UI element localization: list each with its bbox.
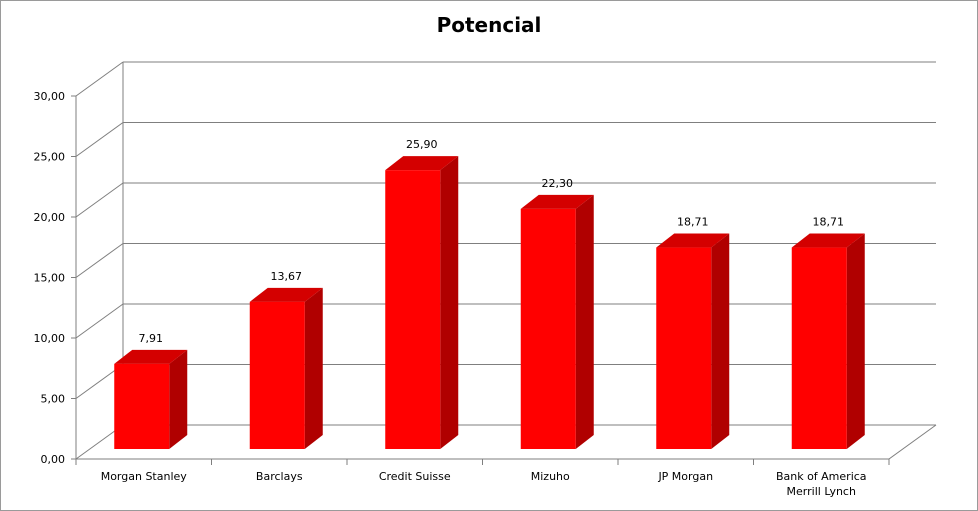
floor-right-edge [888, 424, 937, 460]
data-label: 22,30 [542, 177, 574, 190]
data-label: 18,71 [677, 216, 709, 229]
bar-top [520, 194, 594, 209]
y-tick-label: 15,00 [34, 272, 66, 285]
bar-top [249, 287, 323, 302]
bar [249, 301, 305, 449]
x-tick-label: Credit Suisse [379, 470, 451, 483]
data-label: 7,91 [139, 332, 164, 345]
y-tick-label: 25,00 [34, 151, 66, 164]
y-tick-label: 10,00 [34, 332, 66, 345]
y-tick-label: 20,00 [34, 211, 66, 224]
y-tick-label: 0,00 [41, 453, 66, 466]
data-label: 25,90 [406, 138, 438, 151]
x-tick-label: Morgan Stanley [101, 470, 188, 483]
bar-side [440, 156, 459, 450]
bar-side [575, 194, 594, 449]
y-tick-label: 5,00 [41, 393, 66, 406]
bar [656, 247, 712, 449]
bar [791, 247, 847, 449]
data-label: 13,67 [271, 270, 303, 283]
x-tick-label: JP Morgan [657, 470, 713, 483]
bar-top [114, 349, 188, 364]
bar-top [656, 233, 730, 248]
x-tick-label: Mizuho [531, 470, 570, 483]
side-wall-gridline [75, 61, 124, 97]
bar [520, 208, 576, 449]
bar-side [304, 287, 323, 449]
y-tick-label: 30,00 [34, 90, 66, 103]
bar [385, 170, 441, 450]
side-wall-gridline [75, 243, 124, 278]
side-wall-gridline [75, 182, 124, 218]
side-wall-gridline [75, 303, 124, 339]
side-wall-gridline [75, 122, 124, 157]
bar-side [711, 233, 730, 449]
bar [114, 363, 170, 449]
x-tick-label: Barclays [256, 470, 303, 483]
bar-side [846, 233, 865, 449]
chart-title: Potencial [436, 13, 542, 37]
bar-top [385, 156, 459, 171]
x-tick-label: Bank of America Merrill Lynch [776, 470, 867, 498]
bar-side [169, 349, 188, 449]
data-label: 18,71 [813, 216, 845, 229]
bar-top [791, 233, 865, 248]
